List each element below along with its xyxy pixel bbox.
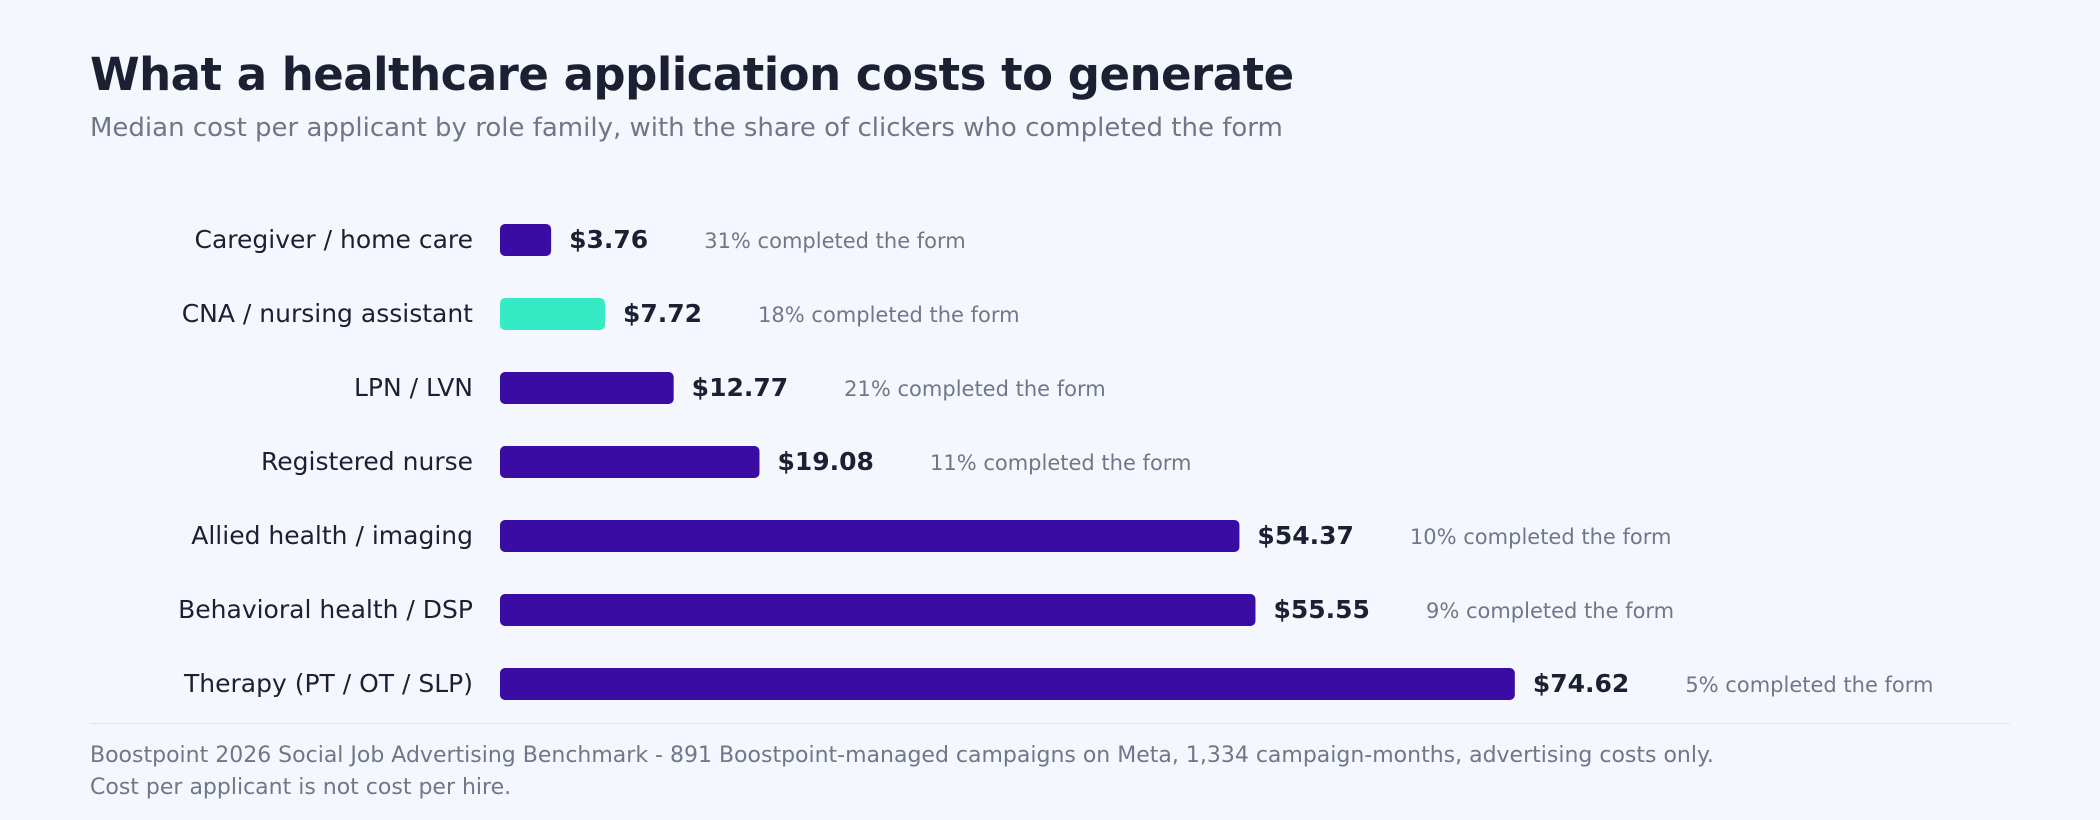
completion-label: 5% completed the form	[1685, 673, 1933, 697]
footnote-line-2: Cost per applicant is not cost per hire.	[90, 775, 512, 800]
value-label: $7.72	[623, 299, 702, 328]
bar	[500, 668, 1515, 700]
footnote: Boostpoint 2026 Social Job Advertising B…	[90, 740, 1714, 804]
category-label: Allied health / imaging	[191, 521, 473, 550]
value-label: $19.08	[777, 447, 873, 476]
bar-chart: Caregiver / home care $3.76 31% completed …	[178, 224, 1934, 700]
value-label: $55.55	[1273, 595, 1369, 624]
category-label: Caregiver / home care	[195, 225, 473, 254]
completion-label: 31% completed the form	[704, 229, 966, 253]
completion-label: 21% completed the form	[844, 377, 1106, 401]
value-label: $12.77	[692, 373, 788, 402]
bar	[500, 446, 760, 478]
completion-label: 11% completed the form	[930, 451, 1192, 475]
category-label: LPN / LVN	[354, 373, 473, 402]
footnote-divider	[90, 723, 2010, 724]
value-label: $3.76	[569, 225, 648, 254]
value-label: $74.62	[1533, 669, 1629, 698]
category-label: Behavioral health / DSP	[178, 595, 473, 624]
value-label: $54.37	[1257, 521, 1353, 550]
bar	[500, 298, 605, 330]
bar	[500, 224, 552, 256]
completion-label: 9% completed the form	[1426, 599, 1674, 623]
category-label: Registered nurse	[261, 447, 473, 476]
completion-label: 10% completed the form	[1410, 525, 1672, 549]
chart-subtitle: Median cost per applicant by role family…	[90, 113, 1283, 143]
bar	[500, 594, 1256, 626]
footnote-line-1: Boostpoint 2026 Social Job Advertising B…	[90, 743, 1714, 768]
bar	[500, 372, 674, 404]
chart-title: What a healthcare application costs to g…	[90, 48, 1294, 101]
completion-label: 18% completed the form	[758, 303, 1020, 327]
bar	[500, 520, 1240, 552]
category-label: Therapy (PT / OT / SLP)	[183, 669, 473, 698]
category-label: CNA / nursing assistant	[182, 299, 473, 328]
